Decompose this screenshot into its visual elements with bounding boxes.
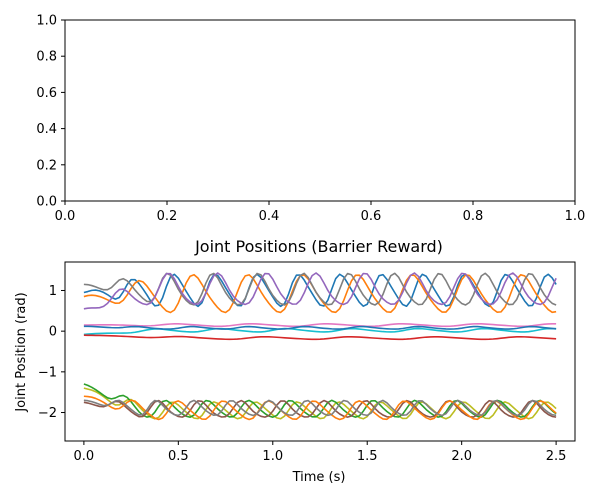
y-axis-label: Joint Position (rad) (14, 292, 29, 412)
top-axes-frame (64, 19, 576, 202)
y-tick-label: 0.6 (36, 86, 57, 101)
series-lines (83, 272, 557, 421)
x-tick-label: 0.5 (168, 449, 189, 464)
series-line-6 (83, 325, 557, 330)
x-tick-label: 0.0 (55, 209, 76, 224)
series-line-7 (83, 334, 557, 341)
y-tick-label: 0.0 (36, 195, 57, 210)
y-tick-label: 0.4 (36, 122, 57, 137)
series-line-11 (83, 395, 557, 421)
x-tick-label: 1.5 (357, 449, 378, 464)
x-tick-label: 0.0 (74, 449, 95, 464)
bottom-x-ticks: 0.0 0.5 1.0 1.5 2.0 2.5 (74, 441, 567, 464)
series-line-3 (83, 272, 557, 310)
x-tick-label: 0.2 (157, 209, 178, 224)
chart-title: Joint Positions (Barrier Reward) (194, 237, 443, 256)
y-tick-label: 1.0 (36, 14, 57, 29)
x-tick-label: 2.0 (451, 449, 472, 464)
y-tick-label: 1 (49, 284, 57, 299)
x-tick-label: 0.8 (463, 209, 484, 224)
x-tick-label: 0.6 (361, 209, 382, 224)
bottom-axes: Joint Positions (Barrier Reward) 0.0 0.5 1… (14, 237, 576, 485)
x-tick-label: 1.0 (565, 209, 586, 224)
y-tick-label: −2 (38, 406, 57, 421)
bottom-axes-frame (64, 261, 576, 442)
x-axis-label: Time (s) (292, 470, 346, 485)
top-axes: 0.0 0.2 0.4 0.6 0.8 1.0 0.0 0.2 0.4 0.6 0.8 1.0 (36, 14, 585, 225)
series-line-4 (83, 322, 557, 328)
top-x-ticks: 0.0 0.2 0.4 0.6 0.8 1.0 (55, 201, 586, 224)
y-tick-label: 0.8 (36, 50, 57, 65)
y-tick-label: 0 (49, 325, 57, 340)
bottom-y-ticks: −2 −1 0 1 (38, 284, 65, 421)
x-tick-label: 2.5 (546, 449, 567, 464)
x-tick-label: 1.0 (262, 449, 283, 464)
series-line-12 (83, 399, 557, 417)
x-tick-label: 0.4 (259, 209, 280, 224)
y-tick-label: 0.2 (36, 158, 57, 173)
series-line-1 (83, 273, 557, 314)
y-tick-label: −1 (38, 365, 57, 380)
top-y-ticks: 0.0 0.2 0.4 0.6 0.8 1.0 (36, 14, 65, 210)
series-line-0 (83, 273, 557, 308)
series-line-9 (83, 383, 557, 418)
series-line-8 (83, 387, 557, 420)
series-line-5 (83, 327, 557, 336)
